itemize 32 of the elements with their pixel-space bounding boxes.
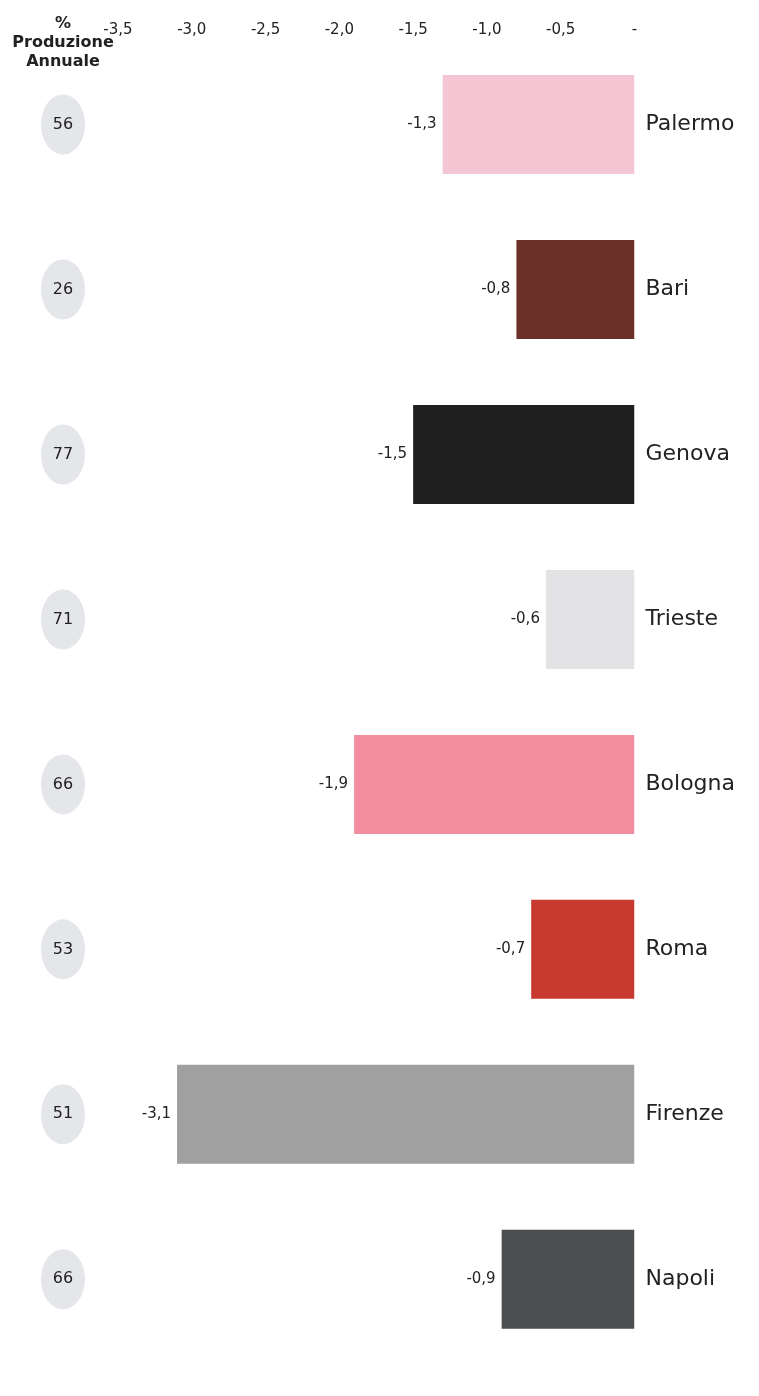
data-label: -1,9 [318,774,349,793]
x-tick-label: -1,5 [398,19,428,38]
data-label: -0,9 [466,1269,496,1288]
data-label: -1,3 [407,114,437,133]
data-label: -0,8 [481,279,511,298]
x-tick-label: -1,0 [472,19,502,38]
text: 53 [52,938,74,958]
y-tick-label: Bari [645,275,690,301]
data-label: -3,1 [141,1104,172,1123]
y-tick-label: Napoli [645,1265,716,1291]
y-tick-label: Genova [645,440,730,466]
x-tick-label: -0,5 [546,19,576,38]
x-tick-label: -3,0 [177,19,207,38]
x-tick-label: -3,5 [103,19,133,38]
x-tick-label: - [631,19,638,38]
text: 56 [52,113,74,133]
y-tick-label: Roma [645,935,709,961]
text: 66 [52,1268,74,1288]
data-label: -0,7 [495,939,526,958]
text: 71 [52,608,74,628]
text: 66 [52,773,74,793]
text: 77 [52,443,74,463]
text: 51 [52,1103,74,1123]
y-tick-label: Palermo [645,110,735,136]
data-label: -0,6 [510,609,540,628]
data-label: -1,5 [377,444,408,463]
x-tick-label: -2,0 [324,19,354,38]
y-tick-label: Bologna [645,770,735,796]
y-tick-label: Trieste [644,605,719,631]
x-tick-label: -2,5 [250,19,281,38]
y-tick-label: Firenze [645,1100,724,1126]
text: 26 [52,278,74,298]
